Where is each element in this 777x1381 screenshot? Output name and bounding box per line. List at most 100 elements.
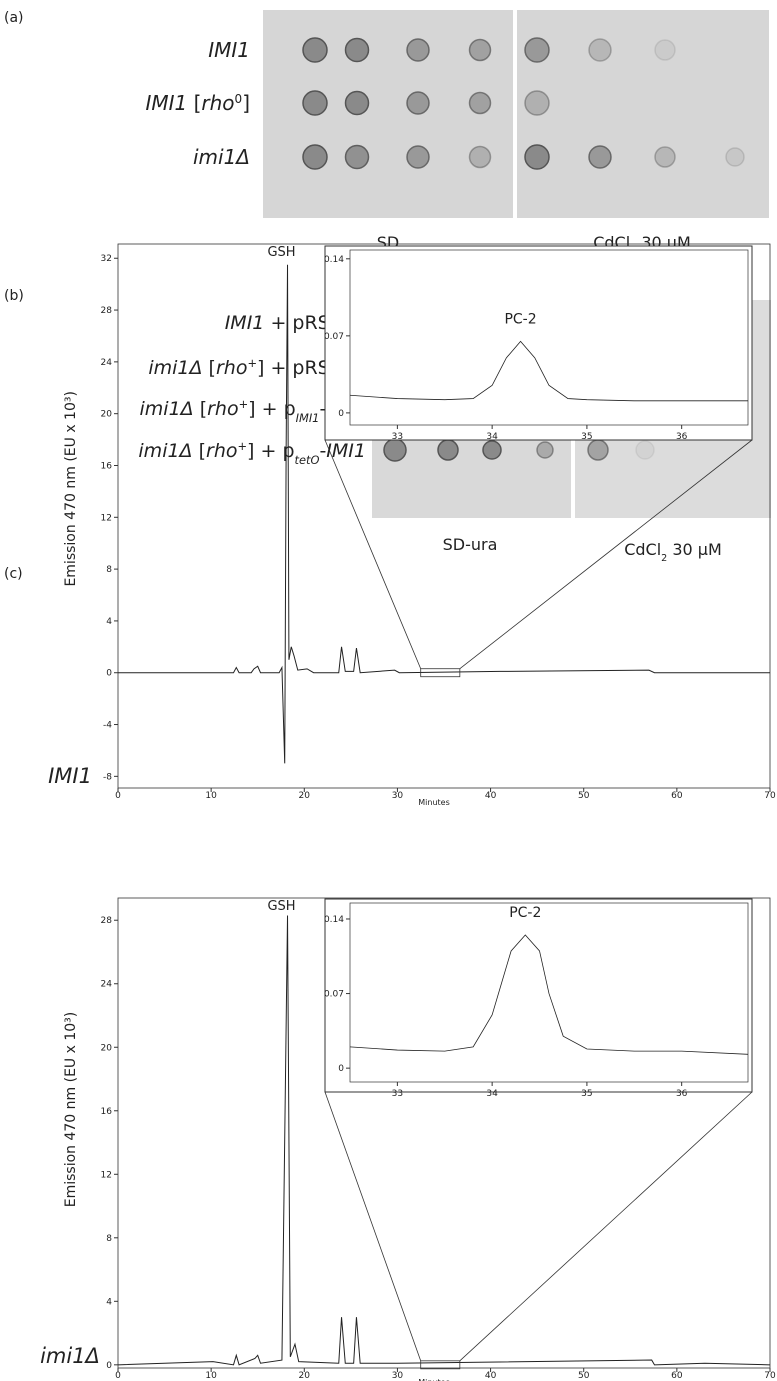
y-tick-label: 20 [101,1043,113,1053]
y-tick-label: 32 [101,254,112,264]
y-tick-label: 8 [106,565,112,575]
y-tick-label: 16 [101,461,113,471]
label-part: IMI1 [208,38,250,62]
label: IMI1 [rho0] [145,91,250,115]
label-part: imi1Δ [138,440,192,462]
y-tick-label: 24 [101,980,113,990]
spot [346,92,369,115]
spot [655,40,675,60]
spot [636,441,654,459]
y-tick-label: 12 [101,1170,112,1180]
y-tick-label: -8 [103,772,112,782]
label: IMI1 [208,38,250,62]
plate [517,10,769,218]
x-tick-label: 20 [299,791,311,801]
spot [655,147,675,167]
label-part: 0 [235,92,243,106]
x-tick-label: 70 [764,791,776,801]
x-tick-label: 20 [299,1371,311,1381]
label-part: [ [187,91,201,115]
y-axis-label: Emission 470 nm (EU x 10³) [63,1012,79,1208]
x-tick-label: 33 [392,1089,403,1099]
spot [438,440,458,460]
label: CdCl2 30 μM [624,540,722,564]
label-part: rho [206,440,237,462]
x-tick-label: 0 [115,791,121,801]
spot [589,39,611,61]
figure: (a) (b) (c) IMI1IMI1 [rho0]imi1ΔSDCdCl2 … [0,0,777,1381]
x-tick-label: 35 [581,432,592,442]
label-part: IMI1 [145,91,187,115]
x-tick-label: 10 [205,791,217,801]
label-part: 30 μM [667,540,722,559]
y-tick-label: 0 [338,1064,344,1074]
x-tick-label: 50 [578,791,590,801]
x-tick-label: 30 [392,791,404,801]
x-tick-label: 34 [486,432,498,442]
x-tick-label: 33 [392,432,403,442]
label-part: rho [201,91,234,115]
y-tick-label: 12 [101,513,112,523]
strain-label: IMI1 [48,764,92,788]
label: imi1Δ [rho+] + ptetO-IMI1 [138,439,366,467]
spot [589,146,611,168]
label-part: ] + p [247,440,294,462]
peak-label: GSH [267,899,295,914]
y-tick-label: 0 [338,409,344,419]
spot [470,147,491,168]
spot [346,146,369,169]
label-part: + [239,397,249,411]
label: imi1Δ [193,145,250,169]
inset-frame [325,899,752,1092]
panel-letter: (c) [4,566,23,582]
spot [303,91,327,115]
spot [303,145,327,169]
x-tick-label: 40 [485,1371,497,1381]
label-part: + [238,439,248,453]
x-tick-label: 40 [485,791,497,801]
y-tick-label: 4 [106,617,112,627]
label-part: IMI1 [296,411,320,425]
y-tick-label: 0 [106,669,112,679]
label-part: rho [207,398,238,420]
y-tick-label: 4 [106,1297,112,1307]
x-tick-label: 36 [676,432,688,442]
y-tick-label: 0.07 [324,332,344,342]
spot [525,145,549,169]
x-tick-label: 50 [578,1371,590,1381]
inset-frame [325,246,752,440]
label-part: imi1Δ [193,145,250,169]
peak-label: PC-2 [509,905,541,921]
label: SD-ura [443,535,498,554]
y-tick-label: 20 [101,410,113,420]
y-tick-label: 0 [106,1361,112,1371]
label-part: rho [216,357,247,379]
zoom-connector [460,1092,752,1361]
x-axis-label: Minutes [418,798,450,807]
y-tick-label: 8 [106,1234,112,1244]
peak-label: GSH [267,245,295,260]
x-tick-label: 70 [764,1371,776,1381]
peak-label: PC-2 [504,311,536,327]
spot [525,91,549,115]
y-tick-label: -4 [103,721,112,731]
y-tick-label: 28 [101,306,113,316]
spot [407,39,429,61]
spot [303,38,327,62]
zoom-connector [325,1092,421,1361]
x-tick-label: 0 [115,1371,121,1381]
strain-label: imi1Δ [40,1344,100,1368]
y-tick-label: 0.07 [324,990,344,1000]
label-part: CdCl [624,540,661,559]
x-tick-label: 60 [671,1371,683,1381]
x-tick-label: 34 [486,1089,498,1099]
spot [726,148,744,166]
y-tick-label: 16 [101,1107,113,1117]
x-tick-label: 60 [671,791,683,801]
label-part: [ [194,398,207,420]
panel-letter: (b) [4,288,24,304]
x-tick-label: 35 [581,1089,592,1099]
x-tick-label: 10 [205,1371,217,1381]
spot [470,93,491,114]
label-part: ] [242,91,250,115]
